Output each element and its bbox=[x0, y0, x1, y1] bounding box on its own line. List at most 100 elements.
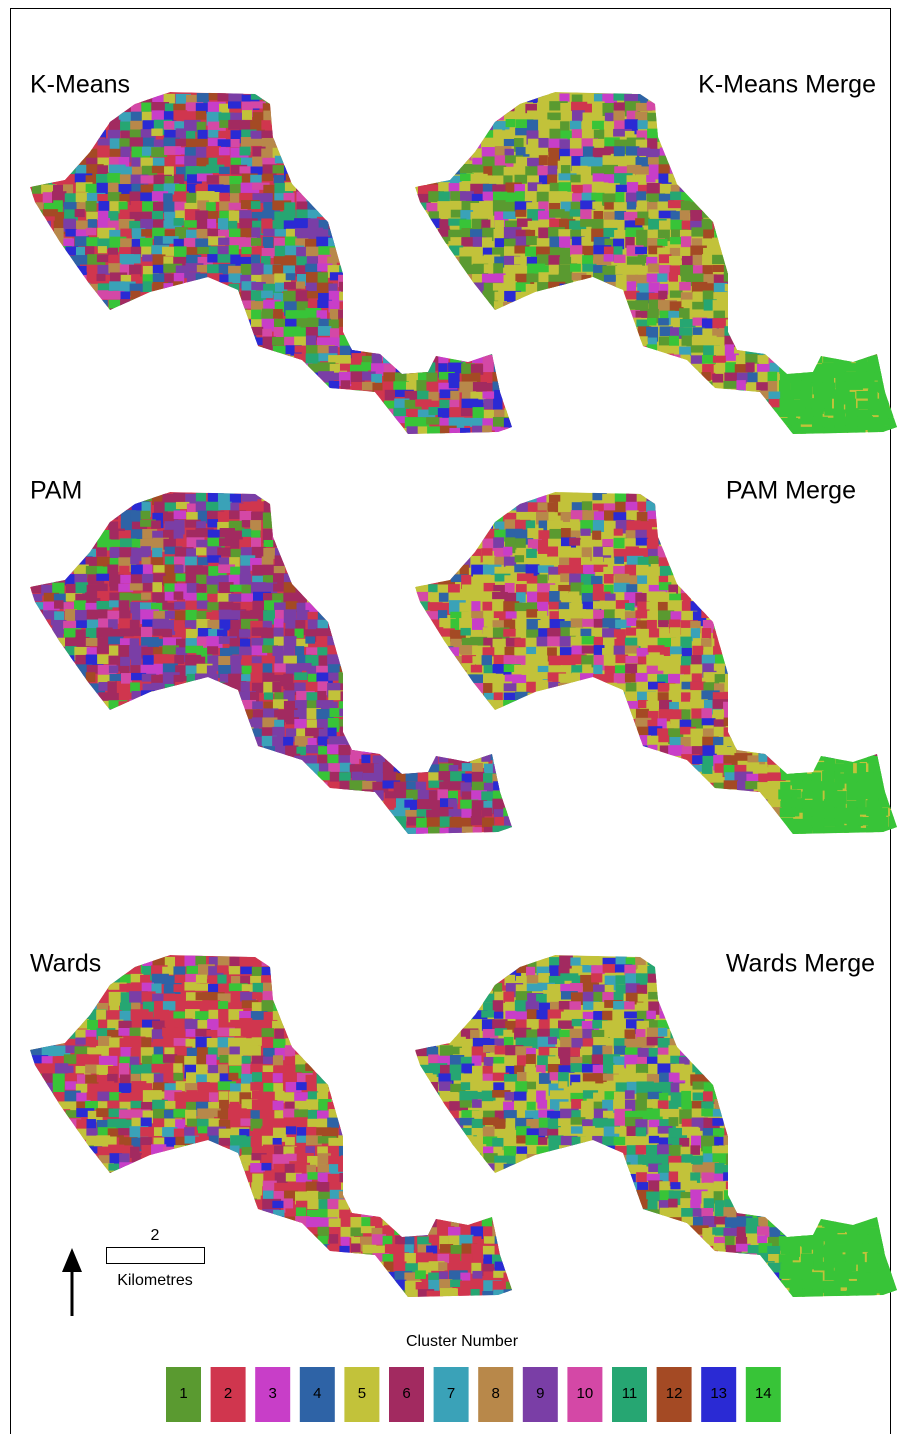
map-patch bbox=[186, 282, 201, 290]
map-patch bbox=[835, 274, 849, 288]
map-patch bbox=[471, 103, 489, 115]
map-patch bbox=[868, 389, 878, 399]
map-patch bbox=[736, 228, 751, 243]
map-patch bbox=[790, 200, 805, 209]
map-patch bbox=[515, 338, 531, 349]
map-patch bbox=[208, 371, 221, 379]
map-patch bbox=[31, 594, 42, 601]
map-patch bbox=[65, 354, 78, 365]
map-patch bbox=[868, 165, 879, 180]
map-patch bbox=[846, 318, 859, 330]
map-patch bbox=[427, 120, 438, 131]
map-patch bbox=[317, 130, 329, 146]
map-patch bbox=[340, 221, 352, 235]
map-patch bbox=[352, 719, 369, 730]
map-patch bbox=[185, 418, 200, 425]
map-patch bbox=[714, 103, 733, 111]
map-patch bbox=[41, 407, 53, 417]
map-patch bbox=[44, 129, 53, 138]
map-patch bbox=[338, 130, 351, 140]
map-patch bbox=[437, 510, 449, 522]
map-patch bbox=[109, 381, 120, 392]
map-patch bbox=[251, 364, 266, 372]
map-patch bbox=[383, 567, 397, 580]
map-patch bbox=[383, 602, 393, 613]
map-patch bbox=[75, 764, 87, 774]
map-patch bbox=[184, 310, 193, 319]
map-patch bbox=[362, 727, 379, 742]
map-patch bbox=[54, 540, 63, 550]
map-patch bbox=[605, 409, 617, 424]
map-patch bbox=[284, 492, 298, 506]
map-patch bbox=[670, 371, 686, 383]
map-patch bbox=[174, 756, 184, 771]
map-patch bbox=[745, 210, 756, 222]
map-patch bbox=[339, 772, 351, 781]
map-patch bbox=[890, 119, 901, 134]
map-patch bbox=[450, 675, 466, 684]
map-patch bbox=[394, 139, 403, 150]
map-patch bbox=[473, 121, 486, 134]
map-patch bbox=[129, 383, 139, 394]
map-patch bbox=[747, 104, 764, 114]
map-patch bbox=[153, 755, 169, 767]
map-patch bbox=[327, 120, 338, 130]
map-patch bbox=[471, 511, 485, 523]
map-patch bbox=[505, 383, 520, 399]
map-patch bbox=[417, 699, 435, 706]
map-patch bbox=[118, 317, 134, 325]
map-patch bbox=[472, 504, 484, 513]
map-patch bbox=[219, 538, 231, 546]
map-patch bbox=[307, 780, 316, 790]
map-patch bbox=[119, 409, 133, 418]
map-patch bbox=[251, 263, 264, 275]
map-patch bbox=[239, 364, 252, 378]
map-patch bbox=[385, 630, 402, 642]
map-patch bbox=[64, 373, 76, 385]
map-patch bbox=[141, 773, 158, 781]
map-patch bbox=[406, 664, 417, 680]
map-patch bbox=[318, 435, 336, 445]
map-patch bbox=[394, 638, 404, 647]
map-patch bbox=[493, 399, 502, 410]
map-patch bbox=[758, 283, 771, 294]
map-patch bbox=[648, 390, 667, 403]
map-patch bbox=[173, 365, 190, 374]
map-patch bbox=[328, 493, 347, 502]
map-patch bbox=[449, 511, 466, 521]
map-patch bbox=[418, 210, 428, 218]
map-patch bbox=[383, 539, 394, 552]
map-patch bbox=[813, 435, 831, 446]
map-patch bbox=[74, 427, 91, 439]
map-patch bbox=[107, 401, 119, 410]
map-patch bbox=[460, 328, 475, 339]
map-patch bbox=[31, 558, 40, 570]
map-patch bbox=[834, 101, 849, 111]
map-patch bbox=[339, 148, 349, 159]
map-patch bbox=[327, 426, 336, 442]
map-patch bbox=[98, 391, 117, 406]
map-patch bbox=[32, 638, 47, 649]
map-patch bbox=[351, 209, 369, 218]
map-patch bbox=[373, 726, 387, 736]
map-patch bbox=[636, 191, 646, 200]
map-patch bbox=[658, 318, 669, 325]
map-patch bbox=[297, 772, 311, 786]
map-patch bbox=[252, 399, 270, 408]
map-patch bbox=[426, 248, 441, 256]
map-patch bbox=[669, 129, 678, 144]
map-patch bbox=[438, 164, 448, 177]
map-patch bbox=[416, 110, 433, 120]
map-patch bbox=[208, 756, 227, 768]
map-patch bbox=[362, 174, 377, 185]
map-patch bbox=[505, 345, 517, 355]
map-patch bbox=[735, 327, 744, 337]
map-patch bbox=[350, 656, 368, 669]
map-patch bbox=[416, 335, 428, 342]
map-patch bbox=[548, 356, 565, 365]
map-patch bbox=[802, 219, 814, 226]
map-patch bbox=[297, 165, 310, 176]
map-patch bbox=[703, 155, 719, 165]
map-patch bbox=[449, 284, 463, 293]
map-patch bbox=[362, 121, 380, 134]
